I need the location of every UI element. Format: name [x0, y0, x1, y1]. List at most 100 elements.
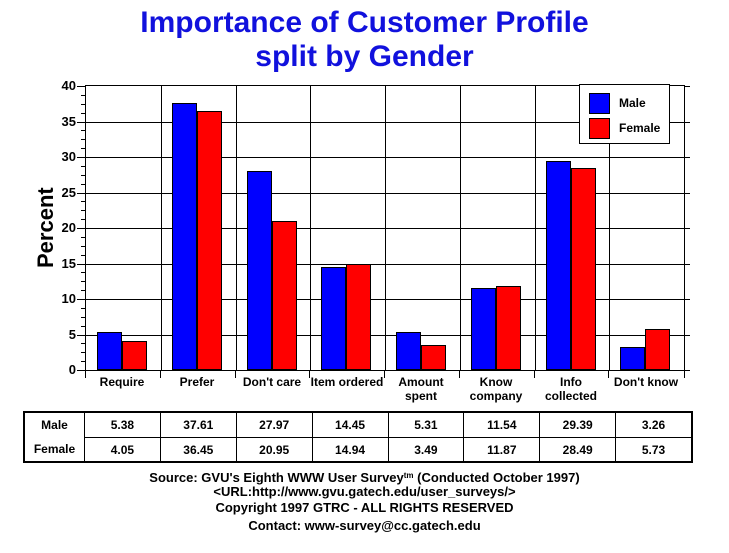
- legend-item-female: Female: [589, 117, 669, 139]
- y-minor-tick: [81, 272, 85, 273]
- y-right-tick: [685, 193, 690, 194]
- y-major-tick: [77, 122, 85, 123]
- bar-male-1: [172, 103, 197, 370]
- category-label-7: Info collected: [526, 375, 616, 403]
- category-separator-line: [535, 86, 536, 370]
- table-cell-female-8: 5.73: [615, 437, 691, 461]
- y-tick-label: 15: [61, 256, 76, 271]
- category-label-line: Know: [479, 375, 513, 389]
- x-boundary-tick: [534, 371, 535, 378]
- table-row-label-female: Female: [33, 442, 76, 456]
- category-label-8: Don't know: [601, 375, 691, 389]
- y-major-tick: [77, 86, 85, 87]
- table-cell-female-7: 28.49: [539, 437, 616, 461]
- category-label-2: Prefer: [152, 375, 242, 389]
- category-separator-line: [161, 86, 162, 370]
- y-minor-tick: [81, 184, 85, 185]
- category-label-4: Item ordered: [302, 375, 392, 389]
- bar-female-5: [496, 286, 521, 370]
- y-tick-label: 30: [61, 149, 76, 164]
- category-label-line: company: [469, 389, 523, 403]
- x-boundary-tick: [235, 371, 236, 378]
- y-minor-tick: [81, 130, 85, 131]
- category-separator-line: [310, 86, 311, 370]
- category-label-line: Don't know: [613, 375, 679, 389]
- footer-copyright-line: Copyright 1997 GTRC - ALL RIGHTS RESERVE…: [215, 500, 514, 515]
- y-major-tick: [77, 299, 85, 300]
- category-label-line: Require: [99, 375, 145, 389]
- y-right-tick: [685, 299, 690, 300]
- y-minor-tick: [81, 201, 85, 202]
- category-separator-line: [609, 86, 610, 370]
- y-tick-label: 0: [68, 362, 76, 377]
- x-boundary-tick: [459, 371, 460, 378]
- footer-contact-line: Contact: www-survey@cc.gatech.edu: [248, 518, 481, 533]
- y-minor-tick: [81, 139, 85, 140]
- y-minor-tick: [81, 326, 85, 327]
- table-cell-male-4: 14.45: [311, 413, 388, 437]
- y-major-tick: [77, 264, 85, 265]
- bar-male-4: [396, 332, 421, 370]
- y-right-tick: [685, 264, 690, 265]
- table-cell-female-1: 4.05: [84, 437, 160, 461]
- x-boundary-tick: [684, 371, 685, 378]
- bar-male-2: [247, 171, 272, 370]
- y-major-tick: [77, 370, 85, 371]
- table-cell-male-5: 5.31: [387, 413, 464, 437]
- y-tick-label: 10: [61, 291, 76, 306]
- trademark-superscript: tm: [403, 471, 414, 480]
- table-cell-female-4: 14.94: [311, 437, 388, 461]
- bar-male-6: [546, 161, 571, 370]
- y-minor-tick: [81, 237, 85, 238]
- y-major-tick: [77, 335, 85, 336]
- y-right-tick: [685, 122, 690, 123]
- x-boundary-tick: [309, 371, 310, 378]
- y-tick-label: 40: [61, 78, 76, 93]
- bar-male-3: [321, 267, 346, 370]
- category-label-1: Require: [77, 375, 167, 389]
- y-right-tick: [685, 370, 690, 371]
- y-major-tick: [77, 157, 85, 158]
- y-minor-tick: [81, 308, 85, 309]
- y-minor-tick: [81, 246, 85, 247]
- bar-female-6: [571, 168, 596, 370]
- bar-male-5: [471, 288, 496, 370]
- y-minor-tick: [81, 175, 85, 176]
- x-boundary-tick: [160, 371, 161, 378]
- y-tick-label: 20: [61, 220, 76, 235]
- category-separator-line: [236, 86, 237, 370]
- legend: Male Female: [579, 84, 670, 144]
- y-minor-tick: [81, 361, 85, 362]
- legend-swatch-male: [589, 92, 610, 114]
- y-minor-tick: [81, 104, 85, 105]
- legend-swatch-female: [589, 117, 610, 139]
- legend-item-male: Male: [589, 92, 669, 114]
- table-cell-male-8: 3.26: [615, 413, 691, 437]
- y-right-tick: [685, 335, 690, 336]
- bar-female-3: [346, 264, 371, 370]
- category-label-line: Don't care: [242, 375, 302, 389]
- legend-label-female: Female: [619, 121, 661, 135]
- y-minor-tick: [81, 148, 85, 149]
- x-boundary-tick: [85, 371, 86, 378]
- y-minor-tick: [81, 113, 85, 114]
- category-label-line: spent: [404, 389, 437, 403]
- chart-title-line2: split by Gender: [255, 40, 474, 73]
- category-label-line: collected: [544, 389, 598, 403]
- category-label-5: Amount spent: [376, 375, 466, 403]
- y-major-tick: [77, 193, 85, 194]
- category-label-line: Prefer: [179, 375, 215, 389]
- table-cell-male-6: 11.54: [463, 413, 539, 437]
- y-minor-tick: [81, 166, 85, 167]
- footer-source-line: Source: GVU's Eighth WWW User Surveytm (…: [0, 471, 729, 485]
- table-cell-male-1: 5.38: [84, 413, 160, 437]
- y-right-tick: [685, 157, 690, 158]
- y-minor-tick: [81, 255, 85, 256]
- table-cell-female-5: 3.49: [387, 437, 464, 461]
- y-major-tick: [77, 228, 85, 229]
- y-right-tick: [685, 86, 690, 87]
- x-boundary-tick: [608, 371, 609, 378]
- footer-source-text: Source: GVU's Eighth WWW User Survey: [149, 470, 404, 485]
- y-minor-tick: [81, 281, 85, 282]
